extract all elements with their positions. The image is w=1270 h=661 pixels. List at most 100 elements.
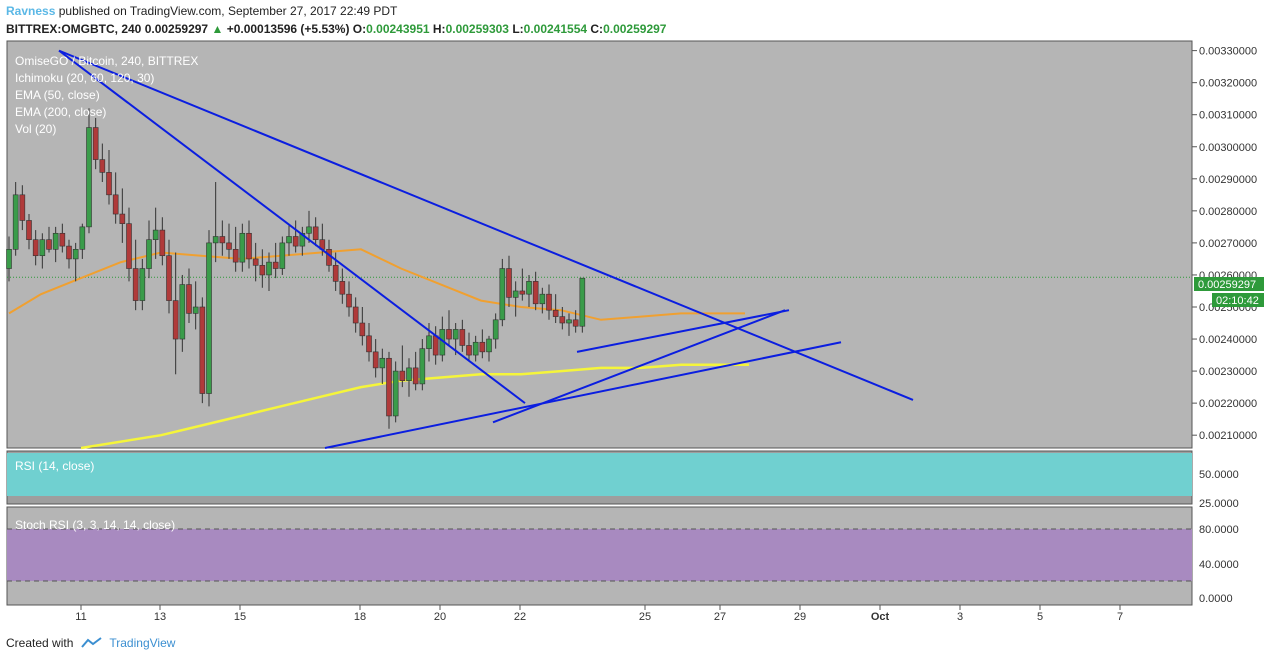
- high-label: H:: [432, 22, 446, 36]
- candle: [86, 108, 92, 234]
- rsi-tick: 50.0000: [1199, 469, 1239, 481]
- low-value: 0.00241554: [523, 22, 588, 36]
- candle: [372, 339, 379, 378]
- candle: [506, 255, 512, 307]
- candle: [492, 313, 499, 349]
- chart-area[interactable]: 0.00330000 0.00320000 0.00310000 0.00300000…: [0, 40, 1270, 632]
- candle-body: [146, 239, 152, 269]
- low-label: L:: [512, 22, 524, 36]
- candle: [299, 226, 306, 256]
- candle-body: [539, 293, 546, 305]
- candle: [346, 281, 352, 317]
- candle-body: [552, 309, 559, 317]
- candle-body: [392, 370, 399, 417]
- candle: [286, 223, 292, 256]
- candle: [352, 297, 359, 333]
- candle-body: [452, 329, 459, 340]
- candle: [252, 242, 259, 282]
- legend-ema200[interactable]: EMA (200, close): [15, 105, 106, 119]
- candle: [572, 310, 579, 333]
- candle: [459, 319, 466, 352]
- candle: [52, 226, 59, 263]
- candle-body: [359, 322, 366, 337]
- author-name[interactable]: Ravness: [6, 4, 56, 18]
- y-tick-label: 0.00310000: [1199, 110, 1257, 122]
- candle-body: [212, 236, 219, 244]
- candle-body: [199, 306, 206, 394]
- candle-body: [572, 319, 579, 327]
- x-tick-label: 5: [1037, 611, 1043, 623]
- candle: [32, 230, 39, 266]
- candle: [466, 332, 472, 362]
- candle: [479, 329, 486, 359]
- x-tick-label: 7: [1117, 611, 1123, 623]
- candle: [386, 351, 392, 429]
- candle-body: [426, 335, 432, 349]
- candle: [139, 258, 146, 311]
- candle-body: [272, 261, 279, 269]
- legend-ichimoku[interactable]: Ichimoku (20, 60, 120, 30): [15, 71, 154, 85]
- candle-body: [119, 213, 126, 224]
- candle: [512, 281, 519, 317]
- rsi-band: [7, 453, 1192, 496]
- x-tick-label: 29: [794, 611, 806, 623]
- candle-body: [159, 229, 166, 257]
- candle-body: [466, 345, 472, 356]
- legend-stoch[interactable]: Stoch RSI (3, 3, 14, 14, close): [15, 518, 175, 532]
- candle: [472, 335, 479, 362]
- open-value: 0.00243951: [366, 22, 430, 36]
- candle-body: [346, 293, 352, 308]
- candle: [6, 236, 12, 282]
- candle-body: [186, 284, 192, 314]
- x-tick-label: 15: [234, 611, 246, 623]
- x-tick-label: 22: [514, 611, 526, 623]
- candle-body: [112, 194, 119, 215]
- candle: [579, 277, 586, 333]
- candle: [112, 172, 119, 224]
- candle: [99, 143, 106, 183]
- candle: [39, 233, 46, 269]
- candle-body: [266, 261, 272, 276]
- candle: [532, 271, 539, 311]
- open-label: O:: [352, 22, 367, 36]
- last-price: 0.00259297: [144, 22, 209, 36]
- tradingview-link[interactable]: TradingView: [109, 636, 176, 650]
- candle-body: [512, 290, 519, 298]
- candle-body: [172, 300, 179, 340]
- candle-body: [412, 367, 419, 385]
- candle: [406, 358, 412, 397]
- candle: [412, 351, 419, 391]
- legend-ema50[interactable]: EMA (50, close): [15, 88, 100, 102]
- x-tick-label: Oct: [871, 611, 890, 623]
- candle: [392, 361, 399, 423]
- time-x-axis: 11 13 15 18 20 22 25 27 29 Oct 3 5 7: [75, 605, 1123, 623]
- candle-body: [106, 172, 112, 196]
- candle: [446, 310, 452, 346]
- candle: [359, 306, 366, 346]
- stoch-tick: 0.0000: [1199, 593, 1233, 605]
- legend-rsi[interactable]: RSI (14, close): [15, 459, 94, 473]
- candle: [206, 230, 212, 407]
- y-tick-label: 0.00280000: [1199, 206, 1257, 218]
- candle-body: [6, 249, 12, 269]
- tradingview-logo-icon: [81, 637, 102, 648]
- candle-body: [492, 319, 499, 340]
- candle-body: [26, 220, 32, 240]
- candle: [239, 223, 246, 272]
- legend-vol[interactable]: Vol (20): [15, 122, 56, 136]
- price-badge-text: 0.00259297: [1198, 279, 1256, 291]
- candle-body: [312, 226, 319, 240]
- candle-body: [499, 268, 506, 321]
- price-badge: 0.00259297 02:10:42: [1194, 277, 1264, 307]
- candle-body: [206, 242, 212, 394]
- candle: [486, 335, 492, 362]
- candle-body: [546, 293, 552, 311]
- candle-body: [192, 306, 199, 314]
- x-tick-label: 27: [714, 611, 726, 623]
- candle-body: [219, 236, 226, 244]
- candle-body: [232, 249, 239, 263]
- y-tick-label: 0.00270000: [1199, 238, 1257, 250]
- candle: [552, 294, 559, 324]
- trendline: [58, 49, 914, 401]
- candle: [172, 252, 179, 375]
